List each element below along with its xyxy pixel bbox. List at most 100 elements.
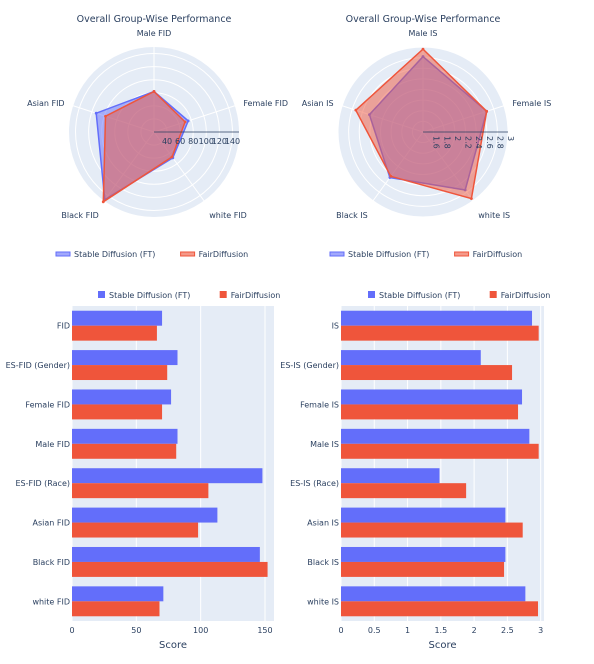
y-tick-label: Female IS	[300, 400, 339, 409]
legend-swatch	[98, 291, 105, 298]
radial-tick-label: 2.2	[464, 136, 473, 149]
bar-stable-diffusion	[341, 310, 533, 326]
legend-item-fairdiffusion: FairDiffusion	[180, 250, 249, 259]
radar-point	[94, 111, 98, 115]
x-tick-label: 1	[405, 626, 410, 635]
legend-item-fairdiffusion: FairDiffusion	[454, 250, 523, 259]
bar-stable-diffusion	[341, 586, 526, 602]
radial-tick-label: 3	[506, 136, 515, 141]
legend-swatch	[55, 251, 71, 257]
y-tick-label: Black FID	[33, 558, 70, 567]
y-tick-label: ES-FID (Gender)	[6, 361, 70, 370]
bar-stable-diffusion	[72, 468, 263, 484]
legend-label: FairDiffusion	[473, 250, 523, 259]
chart-title: Overall Group-Wise Performance	[346, 14, 501, 25]
radar-point	[183, 120, 187, 124]
radial-tick-label: 80	[188, 137, 198, 146]
bar-stable-diffusion	[341, 350, 481, 366]
legend-label: Stable Diffusion (FT)	[348, 250, 429, 259]
legend-swatch	[180, 251, 196, 257]
radar-point	[470, 197, 473, 201]
radial-tick-label: 140	[225, 137, 240, 146]
bar-chart-3: 0 0.5 1 1.5 2 2.5 3 Score IS ES-IS (Gender) Female…	[280, 291, 550, 651]
angular-axis-label: Female IS	[512, 99, 551, 108]
legend-item-fairdiffusion: FairDiffusion	[489, 291, 551, 300]
x-tick-label: 50	[131, 626, 141, 635]
radar-chart-1: Overall Group-Wise Performance 1.6 1.8 2 2.2…	[302, 14, 552, 259]
angular-axis-label: Black FID	[61, 211, 98, 220]
x-tick-label: 2.5	[501, 626, 514, 635]
y-tick-label: white IS	[307, 597, 339, 606]
bar-stable-diffusion	[341, 428, 530, 444]
angular-axis-label: Asian FID	[27, 99, 65, 108]
angular-axis-label: Male IS	[409, 29, 438, 38]
radar-point	[170, 155, 174, 159]
bar-fairdiffusion	[341, 483, 467, 499]
x-tick-label: 3	[538, 626, 543, 635]
bar-fairdiffusion	[341, 365, 513, 381]
radar-point	[152, 90, 156, 93]
angular-axis-label: Asian IS	[302, 99, 334, 108]
bar-stable-diffusion	[341, 468, 440, 484]
radar-point	[421, 47, 425, 51]
legend-label: Stable Diffusion (FT)	[109, 291, 190, 300]
x-axis-title: Score	[428, 640, 456, 651]
radial-tick-label: 100	[199, 137, 214, 146]
x-tick-label: 2	[472, 626, 477, 635]
y-tick-label: IS	[332, 322, 339, 331]
radar-point	[354, 108, 358, 112]
bar-fairdiffusion	[72, 522, 199, 538]
radar-point	[485, 109, 489, 113]
radar-point	[104, 114, 107, 118]
legend-label: FairDiffusion	[199, 250, 249, 259]
radar-point	[389, 174, 393, 178]
radial-tick-label: 40	[162, 137, 172, 146]
legend-swatch	[368, 291, 375, 298]
legend-label: FairDiffusion	[231, 291, 281, 300]
legend-swatch	[219, 291, 227, 298]
bar-stable-diffusion	[72, 507, 218, 523]
radial-tick-label: 120	[212, 137, 227, 146]
bar-fairdiffusion	[72, 601, 160, 617]
x-tick-label: 0	[69, 626, 74, 635]
legend-item-fairdiffusion: FairDiffusion	[219, 291, 281, 300]
y-tick-label: ES-IS (Race)	[290, 479, 339, 488]
radial-tick-label: 1.8	[442, 136, 451, 149]
y-tick-label: Asian IS	[307, 519, 339, 528]
y-tick-label: Black IS	[307, 558, 339, 567]
bar-fairdiffusion	[341, 443, 539, 459]
bar-fairdiffusion	[72, 404, 163, 420]
y-tick-label: white FID	[32, 597, 70, 606]
bar-fairdiffusion	[72, 561, 268, 577]
bar-stable-diffusion	[341, 389, 523, 405]
radial-tick-label: 2.4	[474, 136, 483, 149]
radar-point	[186, 119, 190, 123]
legend-item-stable-diffusion: Stable Diffusion (FT)	[329, 250, 429, 259]
bar-stable-diffusion	[72, 350, 178, 366]
bar-fairdiffusion	[72, 483, 209, 499]
x-tick-label: 100	[193, 626, 208, 635]
radial-tick-label: 1.6	[432, 136, 441, 149]
legend-item-stable-diffusion: Stable Diffusion (FT)	[55, 250, 155, 259]
radar-series-fairdiffusion	[354, 48, 488, 200]
bar-stable-diffusion	[72, 428, 178, 444]
y-tick-label: ES-IS (Gender)	[280, 361, 339, 370]
bar-chart-2: 0 50 100 150 Score FID ES-FID (Gender) Female F…	[6, 291, 281, 651]
legend-swatch	[489, 291, 497, 298]
bar-fairdiffusion	[341, 325, 539, 341]
bar-stable-diffusion	[72, 310, 163, 326]
bar-stable-diffusion	[72, 546, 260, 562]
chart-title: Overall Group-Wise Performance	[77, 14, 232, 25]
angular-axis-label: Female FID	[243, 99, 288, 108]
x-axis-title: Score	[159, 640, 187, 651]
legend-label: Stable Diffusion (FT)	[379, 291, 460, 300]
x-tick-label: 1.5	[434, 626, 447, 635]
bar-fairdiffusion	[72, 365, 168, 381]
legend-swatch	[454, 251, 470, 257]
bar-stable-diffusion	[72, 389, 172, 405]
x-tick-label: 0	[338, 626, 343, 635]
bar-stable-diffusion	[341, 507, 506, 523]
radial-tick-label: 60	[175, 137, 185, 146]
legend-label: FairDiffusion	[501, 291, 551, 300]
